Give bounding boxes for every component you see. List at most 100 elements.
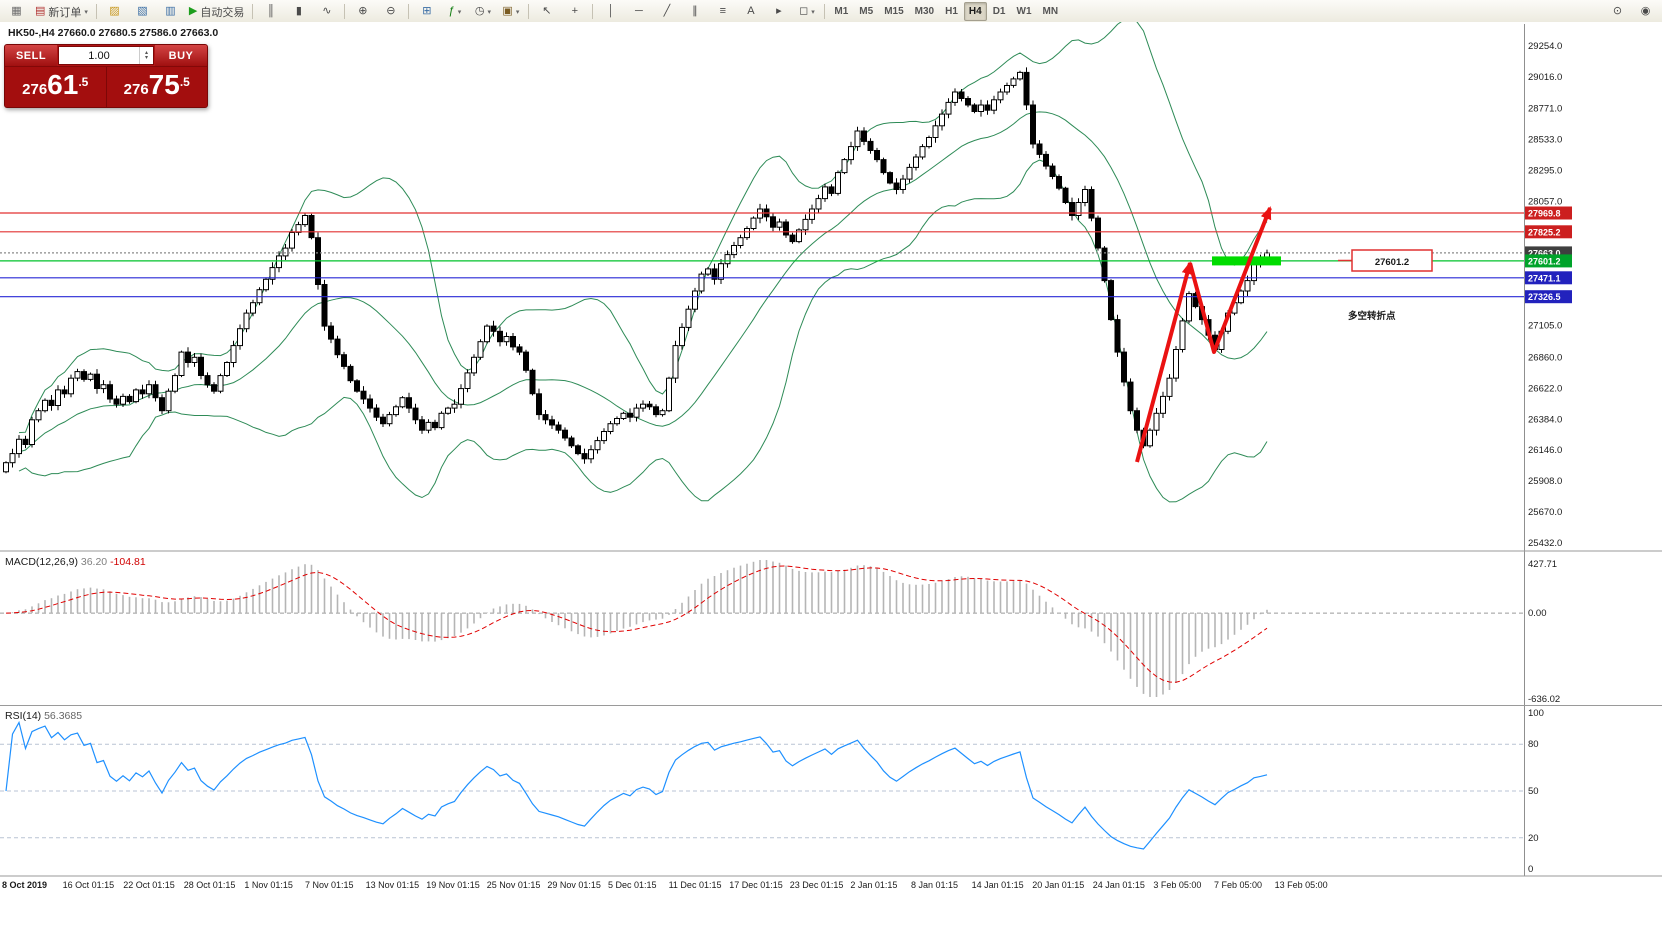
chart-background	[0, 22, 1662, 944]
accounts-icon[interactable]: ▧	[129, 1, 156, 22]
templates-icon-caret-icon: ▾	[515, 8, 520, 16]
accounts-icon: ▧	[137, 5, 148, 17]
shapes-icon[interactable]: ◻ ▾	[793, 1, 820, 22]
fibonacci-icon: ≡	[719, 5, 727, 17]
terminal-icon: ▦	[11, 5, 22, 17]
date-label: 14 Jan 01:15	[972, 880, 1024, 890]
terminal-icon[interactable]: ▦	[3, 1, 30, 22]
toolbar-separator	[252, 4, 254, 19]
line-chart-icon[interactable]: ∿	[313, 1, 340, 22]
price-axis-label: 28771.0	[1528, 104, 1562, 115]
candlestick-chart-icon: ▮	[295, 5, 302, 17]
cn-note-text[interactable]: 多空转折点	[1348, 310, 1396, 322]
bar-chart-icon: ║	[266, 5, 275, 17]
rsi-scale-100: 100	[1528, 708, 1544, 719]
auto-trading-button[interactable]: ▶ 自动交易	[185, 1, 248, 22]
web-terminal-icon[interactable]: ▥	[157, 1, 184, 22]
timeframe-d1-button[interactable]: D1	[992, 6, 1006, 17]
arrow-label-icon: ▸	[776, 5, 782, 17]
price-badge-text: 27825.2	[1528, 227, 1561, 237]
sell-button[interactable]: SELL	[5, 45, 57, 66]
toolbar-separator	[344, 4, 346, 19]
price-axis-label: 25432.0	[1528, 538, 1562, 549]
search-icon[interactable]: ⊙	[1604, 1, 1631, 22]
new-order-button[interactable]: ▤ 新订单 ▾	[31, 1, 92, 22]
cursor-icon[interactable]: ↖	[533, 1, 560, 22]
bar-chart-icon[interactable]: ║	[257, 1, 284, 22]
rsi-label: RSI(14) 56.3685	[5, 710, 82, 722]
text-icon: A	[747, 5, 755, 17]
lot-size-field[interactable]: 1.00 ▴ ▾	[58, 46, 154, 65]
channel-icon[interactable]: ∥	[681, 1, 708, 22]
date-label: 11 Dec 01:15	[669, 880, 722, 890]
date-label: 20 Jan 01:15	[1032, 880, 1084, 890]
timeframe-m30-button[interactable]: M30	[914, 6, 935, 17]
vertical-line-icon[interactable]: │	[597, 1, 624, 22]
price-axis-label: 27105.0	[1528, 320, 1562, 331]
tile-windows-icon[interactable]: ⊞	[413, 1, 440, 22]
price-badge-27969.8	[1525, 206, 1572, 220]
periods-icon[interactable]: ◷ ▾	[469, 1, 496, 22]
text-icon[interactable]: A	[737, 1, 764, 22]
arrow-label-icon[interactable]: ▸	[765, 1, 792, 22]
candlestick-chart-icon[interactable]: ▮	[285, 1, 312, 22]
zoom-in-icon: ⊕	[358, 5, 368, 17]
history-center-icon[interactable]: ▨	[101, 1, 128, 22]
lot-down-icon[interactable]: ▾	[144, 54, 148, 61]
indicators-icon: ƒ	[448, 5, 455, 17]
price-badge-27326.5	[1525, 290, 1572, 304]
trendline-icon[interactable]: ╱	[653, 1, 680, 22]
trend-arrow-2[interactable]	[1188, 206, 1272, 354]
shapes-icon: ◻	[799, 5, 809, 17]
timeframe-mn-button[interactable]: MN	[1042, 6, 1059, 17]
price-badge-27825.2	[1525, 225, 1572, 239]
date-label: 24 Jan 01:15	[1093, 880, 1145, 890]
timeframe-m15-button[interactable]: M15	[884, 6, 904, 17]
sell-price-display[interactable]: 276 61.5	[5, 67, 106, 107]
timeframe-w1-button[interactable]: W1	[1016, 6, 1032, 17]
rsi-scale-20: 20	[1528, 833, 1539, 844]
help-icon[interactable]: ◉	[1632, 1, 1659, 22]
indicators-icon[interactable]: ƒ ▾	[441, 1, 468, 22]
price-badge-27471.1	[1525, 271, 1572, 285]
date-label: 13 Nov 01:15	[366, 880, 420, 890]
lot-up-icon[interactable]: ▴	[144, 49, 148, 56]
tile-windows-icon: ⊞	[422, 5, 432, 17]
lot-spinner[interactable]: ▴ ▾	[139, 47, 153, 64]
trend-arrow-1[interactable]	[1135, 261, 1193, 463]
chart-area[interactable]: 27601.2 多空转折点 HK50-,H4 27660.0 27680.5 275…	[0, 22, 1662, 944]
date-label: 22 Oct 01:15	[123, 880, 175, 890]
buy-button[interactable]: BUY	[155, 45, 207, 66]
price-axis-label: 28533.0	[1528, 135, 1562, 146]
timeframe-h1-button[interactable]: H1	[945, 6, 958, 17]
date-label: 8 Oct 2019	[2, 880, 47, 890]
horizontal-line-icon[interactable]: ─	[625, 1, 652, 22]
new-order-button: ▤	[35, 5, 46, 17]
timeframe-m1-button[interactable]: M1	[834, 6, 849, 17]
zoom-in-icon[interactable]: ⊕	[349, 1, 376, 22]
price-badge-text: 27663.0	[1528, 248, 1561, 258]
price-callout-box[interactable]	[1351, 249, 1433, 272]
macd-histogram	[11, 560, 1268, 697]
macd-scale-top: 427.71	[1528, 559, 1557, 570]
candlestick-series	[3, 67, 1270, 474]
rsi-line	[5, 720, 1268, 850]
help-icon: ◉	[1640, 5, 1651, 17]
price-axis-label: 25908.0	[1528, 476, 1562, 487]
lot-size-value: 1.00	[88, 49, 110, 62]
green-highlight-bar[interactable]	[1212, 256, 1281, 266]
date-label: 8 Jan 01:15	[911, 880, 958, 890]
crosshair-icon[interactable]: +	[561, 1, 588, 22]
toolbar-separator	[824, 4, 826, 19]
shapes-icon-caret-icon: ▾	[811, 8, 815, 16]
date-label: 23 Dec 01:15	[790, 880, 844, 890]
date-label: 3 Feb 05:00	[1153, 880, 1201, 890]
templates-icon[interactable]: ▣ ▾	[497, 1, 524, 22]
zoom-out-icon[interactable]: ⊖	[377, 1, 404, 22]
fibonacci-icon[interactable]: ≡	[709, 1, 736, 22]
buy-price-display[interactable]: 276 75.5	[107, 67, 208, 107]
timeframe-m5-button[interactable]: M5	[859, 6, 874, 17]
timeframe-h4-button[interactable]: H4	[963, 2, 987, 21]
time-axis[interactable]: 8 Oct 2019 16 Oct 01:15 22 Oct 01:15 28 Oct…	[2, 880, 1328, 890]
macd-label: MACD(12,26,9) 36.20 -104.81	[5, 556, 146, 568]
